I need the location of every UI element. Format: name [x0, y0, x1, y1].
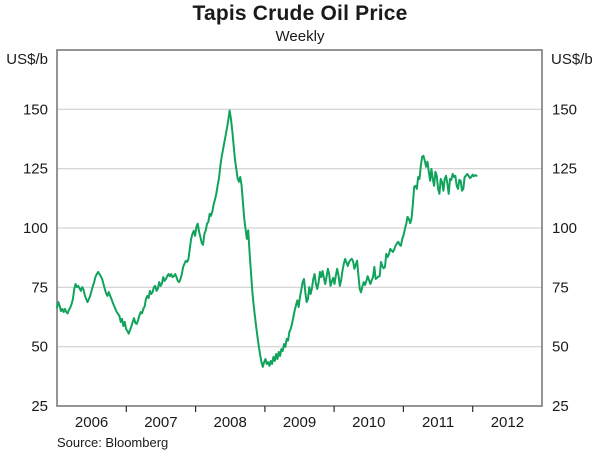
x-axis-year-label: 2007 — [144, 414, 177, 431]
y-axis-tick-label-right: 75 — [552, 279, 569, 296]
y-axis-tick-label-left: 50 — [31, 339, 48, 356]
x-axis-year-label: 2006 — [75, 414, 108, 431]
y-axis-tick-label-right: 125 — [552, 161, 577, 178]
y-axis-tick-label-left: 125 — [23, 161, 48, 178]
y-axis-tick-label-right: 150 — [552, 101, 577, 118]
y-axis-tick-label-left: 150 — [23, 101, 48, 118]
y-axis-tick-label-right: 50 — [552, 339, 569, 356]
y-axis-tick-label-right: 25 — [552, 398, 569, 415]
y-axis-tick-label-left: 75 — [31, 279, 48, 296]
y-axis-tick-label-left: 25 — [31, 398, 48, 415]
y-axis-tick-label-left: 100 — [23, 220, 48, 237]
y-axis-tick-label-right: 100 — [552, 220, 577, 237]
y-axis-unit-right: US$/b — [551, 51, 593, 68]
x-axis-year-label: 2008 — [214, 414, 247, 431]
x-axis-year-label: 2011 — [422, 414, 454, 431]
source-note: Source: Bloomberg — [57, 435, 169, 450]
price-series-line — [56, 109, 478, 368]
x-axis-year-label: 2009 — [283, 414, 316, 431]
chart-subtitle: Weekly — [275, 28, 325, 45]
chart-title: Tapis Crude Oil Price — [192, 2, 408, 25]
y-axis-unit-left: US$/b — [6, 51, 48, 68]
x-axis-year-label: 2010 — [352, 414, 385, 431]
x-axis-year-label: 2012 — [491, 414, 524, 431]
plot-frame — [56, 49, 543, 407]
